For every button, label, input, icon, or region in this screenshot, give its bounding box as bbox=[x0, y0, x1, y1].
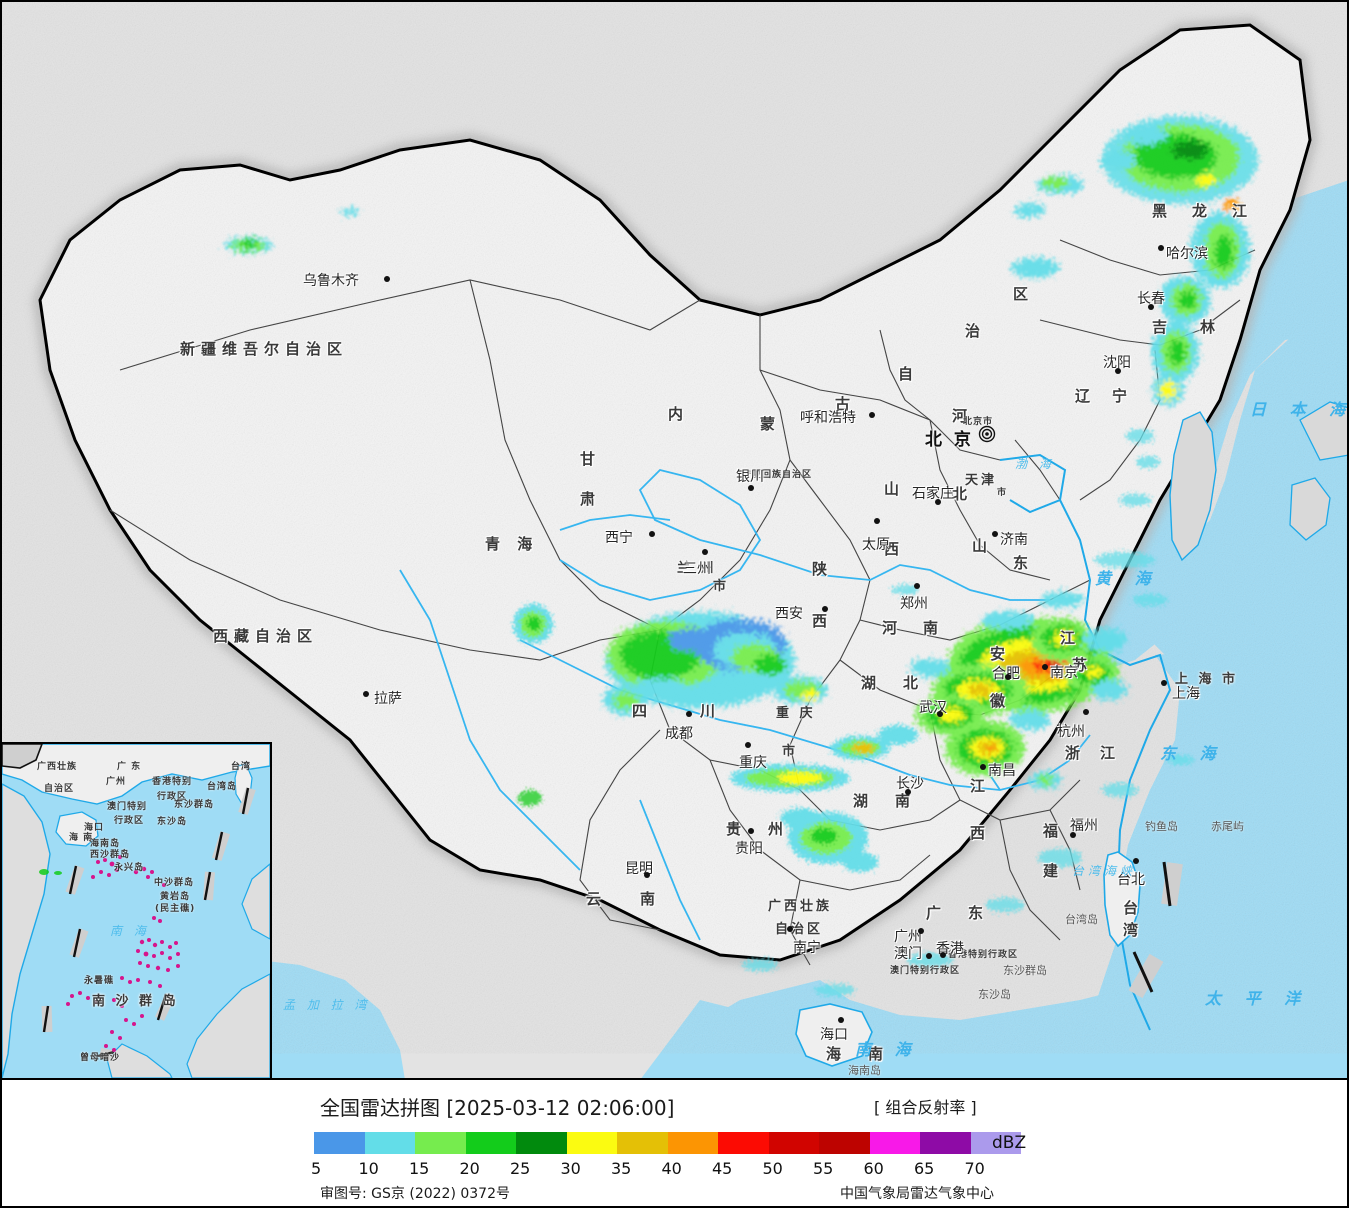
colorbar-tick-15: 15 bbox=[409, 1159, 430, 1178]
city-marker-dot-icon bbox=[363, 691, 369, 697]
city-marker-dot-icon bbox=[1005, 674, 1011, 680]
city-marker-dot-icon bbox=[992, 531, 998, 537]
map-approval-number: 审图号: GS京 (2022) 0372号 bbox=[320, 1186, 510, 1202]
city-marker-dot-icon bbox=[686, 711, 692, 717]
city-marker-dot-icon bbox=[1083, 709, 1089, 715]
city-marker-dot-icon bbox=[874, 518, 880, 524]
japan bbox=[1289, 401, 1349, 541]
colorbar-tick-25: 25 bbox=[510, 1159, 531, 1178]
colorbar-tick-20: 20 bbox=[459, 1159, 480, 1178]
colorbar-swatch-15[interactable] bbox=[415, 1132, 466, 1154]
colorbar-tick-35: 35 bbox=[611, 1159, 632, 1178]
colorbar-swatch-45[interactable] bbox=[718, 1132, 769, 1154]
colorbar-swatch-35[interactable] bbox=[617, 1132, 668, 1154]
legend-product-mode: [ 组合反射率 ] bbox=[874, 1098, 977, 1117]
colorbar-tick-30: 30 bbox=[560, 1159, 581, 1178]
colorbar-swatch-20[interactable] bbox=[465, 1132, 516, 1154]
city-marker-dot-icon bbox=[644, 872, 650, 878]
colorbar-swatch-70[interactable] bbox=[970, 1132, 1021, 1154]
south-china-sea-inset-map[interactable]: 广西壮族 自治区广 东台湾 广州 香港特别 行政区 台湾岛 澳门特别 行政区 东沙群岛 东沙岛 海口… bbox=[0, 742, 272, 1080]
city-marker-dot-icon bbox=[745, 742, 751, 748]
city-marker-dot-icon bbox=[980, 764, 986, 770]
city-marker-dot-icon bbox=[838, 1017, 844, 1023]
city-marker-dot-icon bbox=[702, 549, 708, 555]
city-marker-dot-icon bbox=[914, 583, 920, 589]
city-marker-dot-icon bbox=[1070, 832, 1076, 838]
inset-geometry bbox=[2, 744, 270, 1078]
radar-echo-layer bbox=[224, 116, 1258, 996]
china-radar-map[interactable]: 新疆维吾尔自治区 西藏自治区青 海甘肃兰 州市内蒙古自治区宁夏回族自治区陕西山西河… bbox=[0, 0, 1349, 1080]
taiwan bbox=[1103, 851, 1141, 948]
city-marker-dot-icon bbox=[1148, 304, 1154, 310]
colorbar-tick-10: 10 bbox=[358, 1159, 379, 1178]
dbz-unit-label: dBZ bbox=[992, 1133, 1027, 1153]
city-marker-dot-icon bbox=[748, 485, 754, 491]
colorbar-tick-45: 45 bbox=[712, 1159, 733, 1178]
colorbar-swatch-50[interactable] bbox=[768, 1132, 819, 1154]
city-marker-dot-icon bbox=[1042, 664, 1048, 670]
colorbar-tick-65: 65 bbox=[914, 1159, 935, 1178]
city-marker-dot-icon bbox=[1158, 245, 1164, 251]
colorbar-tick-60: 60 bbox=[863, 1159, 884, 1178]
colorbar-swatch-40[interactable] bbox=[667, 1132, 718, 1154]
dbz-tick-labels: 5 10 15 20 25 30 35 40 45 50 55 60 65 70 bbox=[302, 1159, 1002, 1179]
colorbar-swatch-10[interactable] bbox=[364, 1132, 415, 1154]
city-marker-dot-icon bbox=[748, 828, 754, 834]
colorbar-swatch-60[interactable] bbox=[869, 1132, 920, 1154]
city-marker-dot-icon bbox=[649, 531, 655, 537]
map-geometry bbox=[32, 17, 1349, 1080]
map-border bbox=[0, 0, 1349, 1080]
colorbar-swatch-30[interactable] bbox=[566, 1132, 617, 1154]
colorbar-tick-5: 5 bbox=[311, 1159, 322, 1178]
city-marker-dot-icon bbox=[926, 953, 932, 959]
korea bbox=[1169, 411, 1217, 562]
colorbar-tick-50: 50 bbox=[762, 1159, 783, 1178]
city-marker-dot-icon bbox=[935, 499, 941, 505]
hainan bbox=[795, 1003, 873, 1067]
colorbar-swatch-55[interactable] bbox=[819, 1132, 870, 1154]
colorbar-swatch-25[interactable] bbox=[516, 1132, 567, 1154]
city-marker-dot-icon bbox=[1133, 858, 1139, 864]
legend-title: 全国雷达拼图 [2025-03-12 02:06:00] bbox=[320, 1096, 675, 1120]
colorbar-tick-70: 70 bbox=[964, 1159, 985, 1178]
city-marker-dot-icon bbox=[918, 928, 924, 934]
city-marker-dot-icon bbox=[787, 926, 793, 932]
issuing-agency: 中国气象局雷达气象中心 bbox=[840, 1186, 994, 1202]
colorbar-tick-40: 40 bbox=[661, 1159, 682, 1178]
colorbar-swatch-5[interactable] bbox=[314, 1132, 365, 1154]
colorbar-tick-55: 55 bbox=[813, 1159, 834, 1178]
legend-panel: 全国雷达拼图 [2025-03-12 02:06:00] [ 组合反射率 ] d… bbox=[0, 1080, 1349, 1208]
city-marker-dot-icon bbox=[384, 276, 390, 282]
city-marker-dot-icon bbox=[940, 952, 946, 958]
colorbar-swatch-65[interactable] bbox=[920, 1132, 971, 1154]
dbz-colorbar[interactable] bbox=[314, 1132, 1021, 1154]
city-marker-dot-icon bbox=[905, 789, 911, 795]
city-marker-dot-icon bbox=[937, 711, 943, 717]
city-marker-dot-icon bbox=[1161, 680, 1167, 686]
city-marker-dot-icon bbox=[1115, 368, 1121, 374]
city-marker-dot-icon bbox=[869, 412, 875, 418]
city-marker-dot-icon bbox=[822, 606, 828, 612]
